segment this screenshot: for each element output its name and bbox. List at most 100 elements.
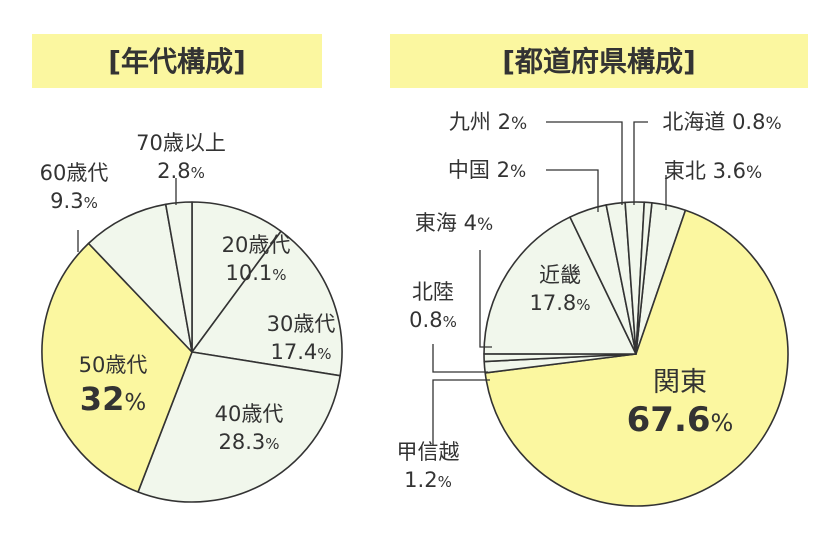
region-label-text-5: 東海 4% [415,211,493,235]
region-value-unit-2: % [438,473,452,491]
region-label-text-6: 中国 2% [448,158,526,182]
region-label-2: 甲信越 1.2% [397,440,460,492]
region-label-value-8: 0.8 [732,110,765,134]
region-label-name-3: 北陸 [412,280,454,304]
region-slice-1 [484,209,789,507]
age-value-number-3: 32 [80,380,125,418]
region-value-number-2: 1.2 [404,468,437,492]
age-value-unit-3: % [124,390,146,416]
region-value-number-4: 17.8 [529,291,576,315]
age-label-name-3: 50歳代 [79,353,148,377]
age-label-name-1: 30歳代 [267,312,336,336]
age-label-3: 50歳代 32% [79,353,148,418]
region-label-value-6: 2 [497,158,510,182]
region-value-unit-1: % [711,409,734,437]
region-label-unit-8: % [765,114,781,134]
region-label-6: 中国 2% [448,158,526,182]
age-slice-4 [87,203,193,353]
region-label-name-1: 関東 [653,367,707,398]
age-wedges [41,201,343,503]
region-label-value-0: 3.6 [713,159,746,183]
region-title-text: [都道府県構成] [502,45,696,78]
age-label-5: 70歳以上 2.8% [136,131,226,183]
age-slice-1 [191,230,343,377]
region-label-name-4: 近畿 [539,263,581,287]
age-label-value-3: 32% [80,380,146,418]
region-chart-title: [都道府県構成] [390,34,808,88]
region-leader-7 [546,121,623,205]
region-label-name-5: 東海 [415,211,464,235]
age-slice-0 [191,201,282,353]
age-value-number-0: 10.1 [225,261,272,285]
age-label-value-2: 28.3% [218,430,279,454]
region-label-name-8: 北海道 [662,110,732,134]
age-label-value-4: 9.3% [50,189,98,213]
age-label-value-0: 10.1% [225,261,286,285]
age-value-number-2: 28.3 [218,430,265,454]
region-label-unit-7: % [511,114,527,134]
age-slice-3 [41,242,193,493]
region-label-value-3: 0.8% [409,308,457,332]
region-slice-4 [483,216,637,355]
region-label-name-6: 中国 [448,158,497,182]
region-label-0: 東北 3.6% [664,159,762,183]
age-label-2: 40歳代 28.3% [215,402,284,454]
region-value-unit-3: % [443,313,457,331]
age-label-name-2: 40歳代 [215,402,284,426]
region-title-background [390,34,808,88]
age-label-value-5: 2.8% [157,159,205,183]
region-label-7: 九州 2% [449,110,527,134]
region-leader-5 [479,250,492,348]
age-slice-2 [137,351,341,503]
region-label-value-5: 4 [464,211,477,235]
age-leader-lines [77,178,177,252]
age-labels: 20歳代 10.1% 30歳代 17.4% 40歳代 28.3% 50歳代 32% 60歳代 9.… [40,131,336,454]
region-label-4: 近畿 17.8% [529,263,590,315]
region-leader-6 [546,169,599,212]
region-slice-8 [635,201,653,355]
region-leader-lines [432,121,667,446]
age-value-unit-4: % [84,194,98,212]
age-title-background [32,34,322,88]
region-wedges [483,201,789,507]
region-label-name-2: 甲信越 [397,440,460,464]
region-label-value-2: 1.2% [404,468,452,492]
age-chart-title: [年代構成] [32,34,322,88]
region-label-name-0: 東北 [664,159,713,183]
region-leader-2 [432,379,490,446]
age-slice-5 [164,201,193,353]
age-label-1: 30歳代 17.4% [267,312,336,364]
region-label-3: 北陸 0.8% [409,280,457,332]
region-label-text-0: 東北 3.6% [664,159,762,183]
region-label-value-4: 17.8% [529,291,590,315]
age-label-name-5: 70歳以上 [136,131,226,155]
age-label-value-1: 17.4% [270,340,331,364]
region-label-value-7: 2 [498,110,511,134]
region-label-value-1: 67.6% [627,400,734,440]
age-value-unit-5: % [191,164,205,182]
region-label-unit-6: % [510,162,526,182]
region-label-unit-5: % [477,215,493,235]
region-leader-3 [432,344,488,373]
region-leader-8 [633,121,648,205]
age-value-number-1: 17.4 [270,340,317,364]
age-value-number-5: 2.8 [157,159,190,183]
age-title-text: [年代構成] [108,45,246,78]
age-value-unit-0: % [272,266,286,284]
age-label-0: 20歳代 10.1% [222,233,291,285]
region-label-name-7: 九州 [449,110,498,134]
region-value-number-1: 67.6 [627,400,711,440]
age-label-name-4: 60歳代 [40,161,109,185]
region-value-number-3: 0.8 [409,308,442,332]
age-value-unit-2: % [265,435,279,453]
region-label-8: 北海道 0.8% [662,110,781,134]
region-label-5: 東海 4% [415,211,493,235]
age-label-name-0: 20歳代 [222,233,291,257]
region-label-text-8: 北海道 0.8% [662,110,781,134]
region-label-text-7: 九州 2% [449,110,527,134]
